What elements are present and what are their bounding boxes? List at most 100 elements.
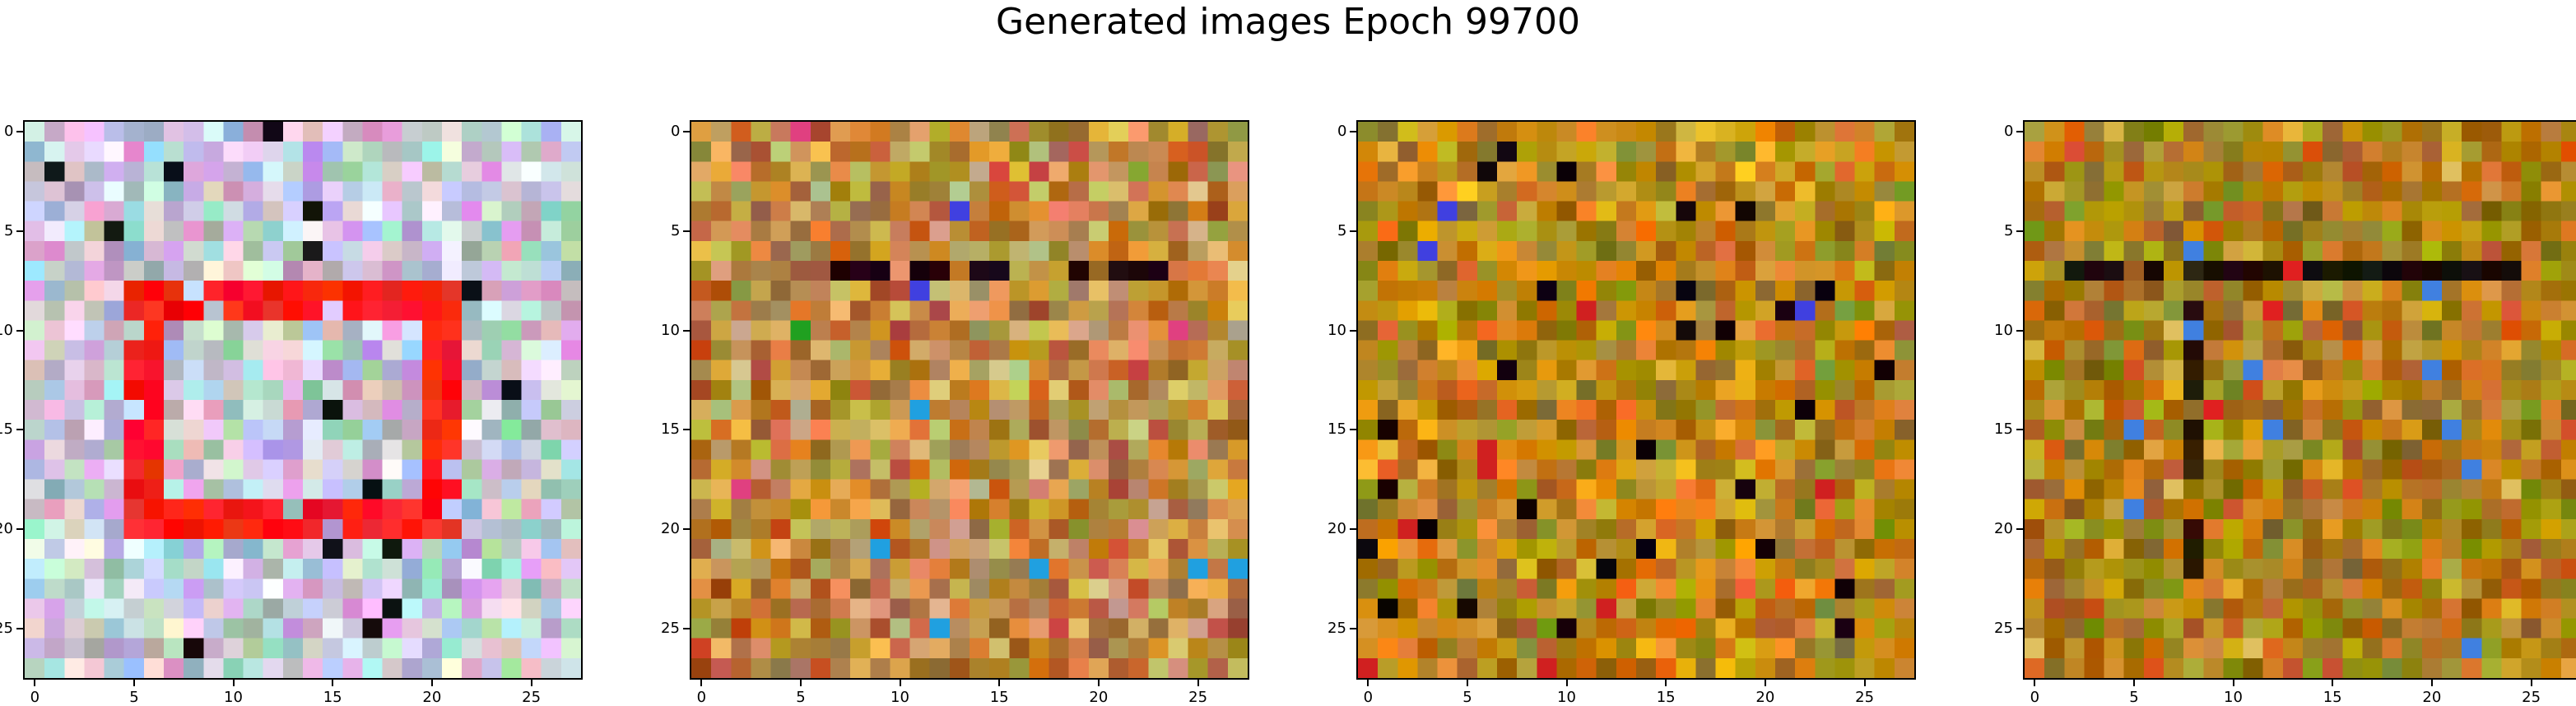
x-tick-mark [2034, 680, 2036, 686]
y-tick-mark [16, 627, 23, 629]
x-tick-label: 15 [989, 689, 1009, 706]
y-tick-label: 25 [661, 619, 680, 637]
x-tick-mark [2332, 680, 2334, 686]
y-tick-mark [16, 527, 23, 530]
x-tick-mark [1665, 680, 1667, 686]
y-tick-mark [2016, 627, 2023, 629]
y-tick-label: 20 [1994, 519, 2013, 537]
x-tick-mark [2430, 680, 2433, 686]
y-tick-label: 25 [1328, 619, 1346, 637]
x-tick-label: 20 [422, 689, 442, 706]
x-tick-mark [899, 680, 901, 686]
image-panel-4 [2023, 120, 2576, 680]
y-tick-mark [1350, 627, 1356, 629]
y-tick-mark [683, 527, 690, 530]
generated-image-2 [691, 122, 1248, 678]
y-tick-label: 20 [0, 519, 13, 537]
y-tick-mark [1350, 131, 1356, 133]
x-tick-mark [700, 680, 703, 686]
x-tick-mark [232, 680, 235, 686]
x-tick-label: 25 [2522, 689, 2541, 706]
y-tick-mark [683, 627, 690, 629]
y-tick-mark [16, 131, 23, 133]
x-tick-mark [1367, 680, 1369, 686]
x-tick-mark [1197, 680, 1199, 686]
x-tick-label: 0 [30, 689, 40, 706]
y-tick-label: 25 [0, 619, 13, 637]
x-tick-label: 15 [1656, 689, 1676, 706]
image-panel-1 [23, 120, 583, 680]
x-tick-label: 25 [1855, 689, 1875, 706]
x-tick-label: 20 [2422, 689, 2442, 706]
x-tick-mark [332, 680, 334, 686]
x-tick-mark [1764, 680, 1766, 686]
x-tick-label: 5 [796, 689, 806, 706]
x-tick-label: 15 [2323, 689, 2342, 706]
y-tick-mark [1350, 527, 1356, 530]
y-tick-label: 0 [4, 123, 14, 141]
image-panel-2 [690, 120, 1249, 680]
image-panel-3 [1356, 120, 1916, 680]
y-tick-label: 0 [1337, 123, 1347, 141]
y-tick-label: 20 [1328, 519, 1346, 537]
generated-image-3 [1358, 122, 1914, 678]
x-tick-mark [998, 680, 1001, 686]
y-tick-label: 10 [661, 321, 680, 339]
y-tick-label: 15 [0, 420, 13, 439]
x-tick-mark [1863, 680, 1866, 686]
figure-title: Generated images Epoch 99700 [995, 1, 1581, 43]
y-tick-mark [16, 230, 23, 232]
y-tick-label: 0 [671, 123, 681, 141]
y-tick-label: 10 [1994, 321, 2013, 339]
y-tick-label: 10 [1328, 321, 1346, 339]
x-tick-label: 10 [224, 689, 243, 706]
y-tick-label: 5 [1337, 221, 1347, 239]
x-tick-label: 5 [2129, 689, 2139, 706]
generated-image-4 [2025, 122, 2576, 678]
x-tick-mark [1097, 680, 1100, 686]
y-tick-label: 5 [671, 221, 681, 239]
x-tick-mark [430, 680, 433, 686]
y-tick-mark [16, 429, 23, 431]
x-tick-label: 20 [1089, 689, 1109, 706]
x-tick-mark [2232, 680, 2234, 686]
y-tick-mark [683, 131, 690, 133]
y-tick-label: 20 [661, 519, 680, 537]
y-tick-mark [2016, 429, 2023, 431]
x-tick-label: 0 [696, 689, 707, 706]
generated-image-1 [25, 122, 581, 678]
x-tick-mark [133, 680, 135, 686]
y-tick-mark [1350, 329, 1356, 332]
x-tick-mark [34, 680, 36, 686]
x-tick-label: 25 [1188, 689, 1208, 706]
y-tick-label: 25 [1994, 619, 2013, 637]
x-tick-label: 15 [323, 689, 342, 706]
x-tick-label: 0 [1363, 689, 1374, 706]
y-tick-mark [2016, 131, 2023, 133]
x-tick-mark [2132, 680, 2135, 686]
y-tick-mark [16, 329, 23, 332]
y-tick-label: 15 [1328, 420, 1346, 439]
x-tick-label: 10 [890, 689, 909, 706]
x-tick-mark [2530, 680, 2532, 686]
x-tick-label: 20 [1755, 689, 1775, 706]
y-tick-mark [2016, 527, 2023, 530]
y-tick-mark [1350, 429, 1356, 431]
x-tick-mark [530, 680, 532, 686]
y-tick-label: 5 [4, 221, 14, 239]
y-tick-mark [2016, 329, 2023, 332]
x-tick-label: 0 [2030, 689, 2040, 706]
x-tick-mark [799, 680, 802, 686]
y-tick-mark [683, 429, 690, 431]
x-tick-mark [1466, 680, 1468, 686]
y-tick-label: 10 [0, 321, 13, 339]
y-tick-mark [683, 230, 690, 232]
x-tick-label: 25 [522, 689, 542, 706]
x-tick-label: 5 [129, 689, 139, 706]
x-tick-label: 10 [2224, 689, 2243, 706]
y-tick-mark [2016, 230, 2023, 232]
y-tick-mark [683, 329, 690, 332]
y-tick-label: 5 [2004, 221, 2014, 239]
y-tick-label: 15 [1994, 420, 2013, 439]
x-tick-label: 10 [1557, 689, 1576, 706]
